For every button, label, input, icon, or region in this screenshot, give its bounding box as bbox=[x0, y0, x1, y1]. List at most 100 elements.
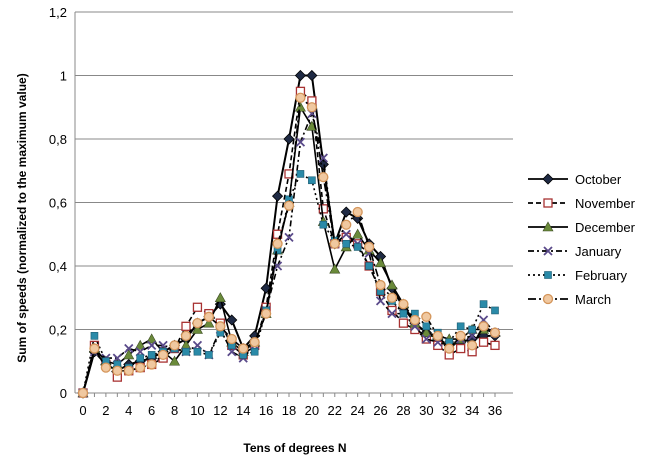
february-point bbox=[193, 347, 202, 356]
march-point bbox=[329, 238, 340, 249]
january-point bbox=[124, 343, 134, 354]
series-line-december bbox=[82, 104, 496, 394]
november-point bbox=[398, 318, 409, 328]
march-point bbox=[432, 330, 443, 342]
december-point bbox=[169, 355, 181, 366]
x-tick-label: 32 bbox=[442, 403, 456, 418]
october-point bbox=[306, 69, 318, 82]
march-point bbox=[352, 206, 363, 218]
december-point bbox=[214, 292, 226, 303]
x-tick-label: 18 bbox=[282, 403, 296, 418]
x-tick-label: 26 bbox=[373, 403, 387, 418]
october-point bbox=[340, 206, 352, 218]
legend-point bbox=[544, 271, 552, 279]
x-tick-label: 24 bbox=[350, 403, 364, 418]
march-point bbox=[135, 362, 146, 373]
january-point bbox=[421, 334, 431, 344]
y-tick-label: 0,4 bbox=[49, 259, 67, 274]
november-point bbox=[181, 321, 191, 331]
x-tick-label: 20 bbox=[305, 403, 319, 418]
march-point bbox=[375, 279, 386, 291]
october-point bbox=[294, 69, 307, 82]
x-tick-label: 28 bbox=[396, 403, 410, 418]
legend-label: October bbox=[575, 172, 622, 187]
december-point bbox=[375, 257, 387, 268]
january-point bbox=[295, 137, 306, 147]
march-point bbox=[215, 321, 226, 332]
november-point bbox=[456, 343, 466, 354]
march-point bbox=[226, 333, 237, 345]
march-point bbox=[123, 365, 134, 376]
october-point bbox=[317, 158, 329, 170]
march-point bbox=[192, 317, 203, 329]
x-tick-labels: 0 2 4 6 8 10 12 14 16 18 20 22 24 26 28 30 32 34 36 bbox=[79, 393, 502, 418]
x-tick-label: 12 bbox=[213, 403, 227, 418]
november-point bbox=[490, 340, 500, 351]
march-point bbox=[157, 349, 169, 361]
legend: October November December January February Ma… bbox=[528, 172, 636, 307]
january-point bbox=[387, 308, 397, 319]
march-point bbox=[421, 311, 432, 322]
february-point bbox=[399, 309, 408, 318]
march-point bbox=[100, 362, 112, 373]
march-point bbox=[272, 238, 283, 249]
february-point bbox=[136, 354, 145, 362]
legend-item-march: March bbox=[528, 292, 611, 307]
x-tick-label: 34 bbox=[465, 403, 479, 418]
legend-item-november: November bbox=[528, 196, 636, 211]
y-tick-label: 0,6 bbox=[49, 196, 67, 211]
axes bbox=[74, 12, 513, 394]
legend-label: January bbox=[575, 244, 622, 259]
x-tick-label: 22 bbox=[328, 403, 342, 418]
x-tick-label: 0 bbox=[79, 403, 86, 418]
december-point bbox=[352, 228, 364, 239]
february-point bbox=[456, 322, 465, 331]
january-point bbox=[318, 153, 328, 163]
february-point bbox=[90, 332, 99, 340]
december-point bbox=[191, 323, 203, 334]
legend-label: December bbox=[575, 220, 636, 235]
x-tick-label: 30 bbox=[419, 403, 433, 418]
series-line-january bbox=[82, 111, 496, 394]
legend-item-january: January bbox=[528, 244, 622, 259]
legend-point bbox=[542, 293, 554, 305]
december-point bbox=[203, 317, 215, 328]
legend-item-october: October bbox=[528, 172, 622, 187]
march-point bbox=[363, 241, 375, 253]
march-point bbox=[112, 365, 123, 376]
march-point bbox=[295, 92, 306, 103]
march-point bbox=[444, 343, 455, 354]
y-tick-labels: 0 0,2 0,4 0,6 0,8 1 1,2 bbox=[49, 5, 67, 401]
march-point bbox=[283, 200, 295, 211]
march-point bbox=[77, 387, 89, 399]
x-tick-label: 2 bbox=[102, 403, 109, 418]
february-point bbox=[468, 325, 476, 334]
legend-label: February bbox=[575, 268, 628, 283]
march-point bbox=[180, 330, 192, 342]
march-point bbox=[466, 340, 478, 351]
february-point bbox=[491, 306, 499, 315]
legend-label: March bbox=[575, 292, 611, 307]
november-point bbox=[318, 204, 328, 214]
march-point bbox=[203, 311, 215, 322]
march-point bbox=[455, 330, 466, 342]
series-march bbox=[77, 92, 501, 399]
february-point bbox=[365, 262, 373, 270]
february-point bbox=[422, 322, 431, 331]
december-point bbox=[123, 349, 135, 360]
february-point bbox=[319, 220, 328, 229]
march-point bbox=[398, 298, 409, 310]
x-tick-label: 4 bbox=[125, 403, 132, 418]
legend-point bbox=[542, 221, 554, 232]
march-point bbox=[318, 171, 329, 183]
legend-point bbox=[543, 198, 553, 208]
february-point bbox=[479, 300, 488, 308]
y-tick-label: 1 bbox=[60, 69, 67, 84]
march-point bbox=[386, 292, 398, 303]
october-point bbox=[271, 190, 284, 202]
y-tick-label: 1,2 bbox=[49, 5, 67, 20]
february-point bbox=[353, 243, 362, 251]
legend-label: November bbox=[575, 196, 636, 211]
y-axis-title: Sum of speeds (normalized to the maximum… bbox=[15, 73, 29, 362]
